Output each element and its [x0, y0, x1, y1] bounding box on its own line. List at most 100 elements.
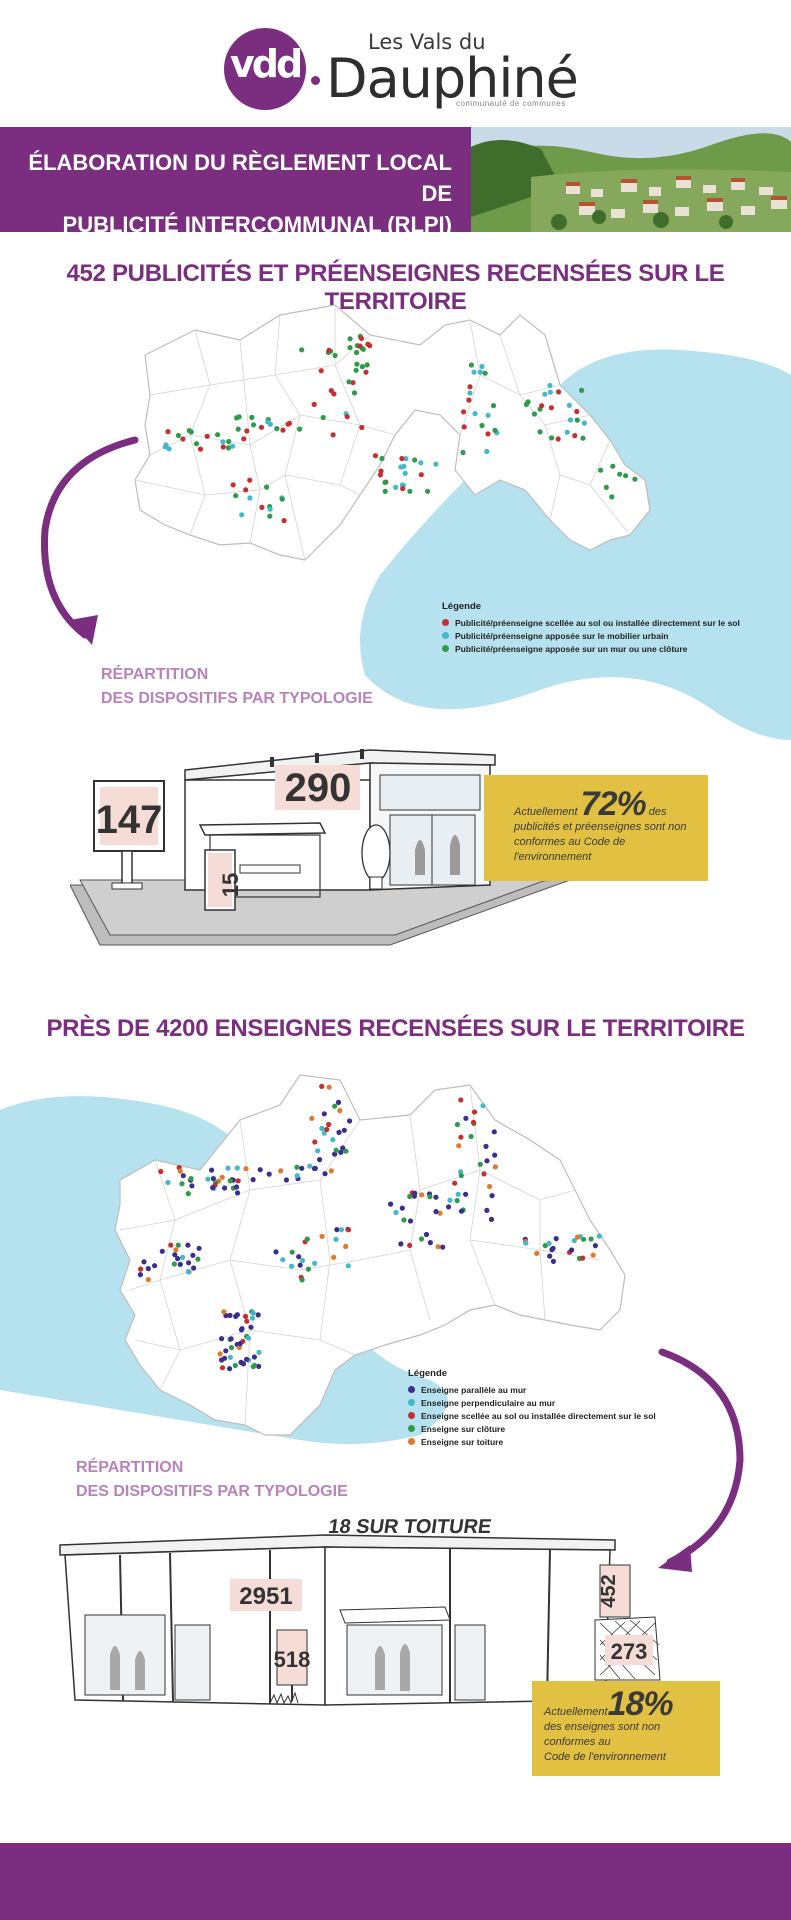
- map-point: [317, 1157, 323, 1163]
- map-point: [185, 1269, 191, 1275]
- map-point: [233, 1184, 240, 1190]
- map-point: [289, 1263, 295, 1269]
- map-point: [227, 1178, 233, 1184]
- map-point: [324, 1126, 330, 1133]
- stat-box-1: Actuellement 72% des publicités et préen…: [484, 775, 708, 881]
- map-point: [274, 426, 280, 432]
- map-point: [357, 343, 363, 349]
- map-point: [332, 1151, 338, 1157]
- map-point: [233, 493, 239, 499]
- map-point: [547, 1253, 553, 1259]
- map-point: [407, 488, 413, 494]
- map-point: [363, 369, 369, 375]
- map-point: [320, 414, 326, 421]
- logo-mark: vdd: [230, 42, 303, 86]
- map-point: [196, 1245, 202, 1251]
- map-point: [240, 1361, 247, 1367]
- map-point: [177, 1261, 183, 1267]
- map-point: [249, 1315, 256, 1321]
- map-point: [228, 1336, 234, 1342]
- count-perpendicular: 452: [598, 1574, 620, 1607]
- map-point: [226, 438, 232, 445]
- map-point: [241, 436, 247, 442]
- map-point: [547, 382, 553, 389]
- map-point: [481, 1171, 487, 1177]
- map-point: [294, 1164, 300, 1170]
- map-point: [163, 442, 169, 448]
- repartition-line2: DES DISPOSITIFS PAR TYPOLOGIE: [101, 690, 373, 707]
- map-point: [185, 1191, 191, 1197]
- banner-title: ÉLABORATION DU RÈGLEMENT LOCAL DE PUBLIC…: [0, 147, 452, 240]
- map-point: [372, 453, 379, 459]
- map-point: [580, 435, 586, 441]
- map-point: [480, 1103, 486, 1109]
- map-point: [312, 1165, 318, 1171]
- map-point: [311, 401, 317, 407]
- map-point: [251, 1362, 258, 1368]
- map-point: [138, 1266, 144, 1272]
- map-point: [566, 402, 572, 408]
- map-point: [250, 422, 257, 428]
- map-point: [617, 471, 623, 477]
- map-point: [447, 1197, 453, 1203]
- map-point: [367, 343, 373, 349]
- legend-item: Enseigne sur clôture: [408, 1422, 656, 1435]
- count-ground: 518: [274, 1647, 311, 1672]
- count-roof: 18 SUR TOITURE: [327, 1516, 493, 1538]
- orange-dot-icon: [408, 1438, 415, 1445]
- map-point: [458, 1097, 464, 1103]
- map-point: [141, 1259, 147, 1265]
- map-point: [571, 1238, 577, 1244]
- map-point: [235, 426, 241, 432]
- map-point: [145, 1266, 151, 1272]
- street-scene-advertising: 147 290 15: [70, 749, 571, 946]
- map-point: [243, 1313, 249, 1319]
- map-point: [219, 1365, 226, 1371]
- cyan-dot-icon: [408, 1399, 415, 1406]
- legend-label: Enseigne sur toiture: [421, 1436, 504, 1447]
- territory-1: [134, 304, 651, 561]
- map-point: [266, 1171, 272, 1177]
- stat-line2: des enseignes sont non conformes au: [544, 1721, 661, 1748]
- green-dot-icon: [442, 645, 449, 652]
- map-point: [440, 1244, 446, 1250]
- map-point: [580, 1255, 586, 1261]
- map-point: [488, 1216, 495, 1222]
- map-point: [332, 352, 338, 359]
- logo: vdd Les Vals du Dauphiné communauté de c…: [0, 0, 791, 125]
- map-point: [468, 362, 474, 368]
- map-point: [353, 349, 360, 356]
- map-point: [333, 1236, 339, 1242]
- map-point: [590, 1252, 596, 1258]
- map-point: [463, 1191, 469, 1197]
- map-point: [492, 1164, 498, 1170]
- map-point: [458, 1134, 464, 1140]
- logo-dauphine: Dauphiné: [326, 47, 579, 110]
- map-point: [588, 1236, 594, 1242]
- stat-prefix: Actuellement: [544, 1706, 608, 1718]
- map-point: [479, 422, 485, 429]
- map-point: [217, 1351, 223, 1357]
- map-point: [221, 1309, 227, 1315]
- map-point: [455, 1191, 461, 1197]
- title-banner: ÉLABORATION DU RÈGLEMENT LOCAL DE PUBLIC…: [0, 127, 791, 237]
- map-point: [632, 476, 638, 482]
- map-point: [299, 1277, 305, 1283]
- map-point: [312, 1260, 318, 1266]
- map-point: [574, 408, 580, 415]
- map-point: [610, 463, 616, 469]
- map-point: [592, 1243, 599, 1249]
- map-point: [623, 473, 629, 479]
- map-point: [296, 1254, 302, 1260]
- count-wall: 290: [285, 766, 352, 810]
- map-point: [330, 432, 336, 438]
- map-point: [581, 420, 588, 426]
- map-point: [173, 1247, 179, 1253]
- map-point: [319, 1083, 325, 1089]
- map1-legend: Légende Publicité/préenseigne scellée au…: [442, 601, 740, 655]
- advertising-map: [134, 304, 791, 740]
- landscape-photo: [471, 127, 791, 232]
- map-point: [299, 1165, 305, 1171]
- map-point: [236, 414, 242, 420]
- map-point: [195, 1256, 201, 1262]
